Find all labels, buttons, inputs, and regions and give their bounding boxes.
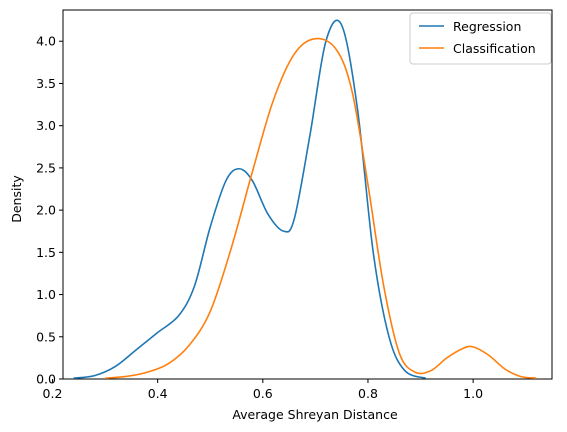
y-tick-label: 1.5: [36, 245, 56, 260]
series-line-classification: [104, 37, 537, 379]
x-axis: 0.2 0.4 0.6 0.8 1.0: [43, 379, 483, 401]
y-tick-label: 2.0: [36, 203, 56, 218]
legend: Regression Classification: [409, 12, 552, 65]
plot-area: [62, 9, 553, 380]
x-tick-label: 1.0: [463, 386, 483, 401]
y-axis: 0.0 0.5 1.0 1.5 2.0 2.5 3.0 3.5 4.0: [36, 34, 63, 387]
y-axis-title: Density: [9, 175, 24, 223]
y-tick-label: 2.5: [36, 160, 56, 175]
x-tick-label: 0.4: [148, 386, 168, 401]
series-layer: [73, 19, 537, 379]
legend-label-regression: Regression: [453, 19, 521, 34]
y-tick-label: 0.5: [36, 329, 56, 344]
y-tick-label: 3.0: [36, 118, 56, 133]
plot-frame: [62, 9, 553, 380]
x-axis-title: Average Shreyan Distance: [232, 407, 398, 422]
y-tick-label: 3.5: [36, 76, 56, 91]
legend-label-classification: Classification: [453, 41, 536, 56]
y-tick-label: 4.0: [36, 34, 56, 49]
series-line-regression: [73, 19, 427, 379]
x-tick-label: 0.6: [253, 386, 273, 401]
x-tick-label: 0.8: [358, 386, 378, 401]
y-tick-label: 0.0: [36, 372, 56, 387]
y-tick-label: 1.0: [36, 287, 56, 302]
x-tick-label: 0.2: [43, 386, 63, 401]
legend-box: [409, 12, 552, 65]
